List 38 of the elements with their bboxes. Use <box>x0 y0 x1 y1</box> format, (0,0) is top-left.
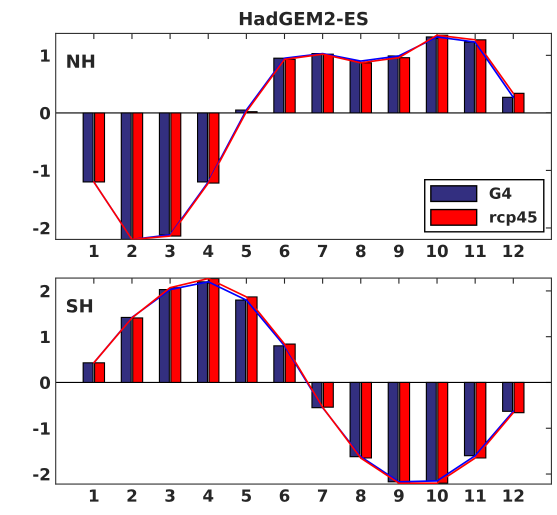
y-tick-label: -1 <box>33 164 50 177</box>
annotation: SH <box>66 299 92 313</box>
x-tick-label: 3 <box>165 489 175 502</box>
x-tick-label: 2 <box>127 489 136 502</box>
x-tick-label: 9 <box>394 489 404 502</box>
x-tick-label: 11 <box>465 489 486 502</box>
chart-title: HadGEM2-ES <box>240 11 368 26</box>
annotation: NH <box>67 54 94 68</box>
x-tick-label: 2 <box>127 244 136 257</box>
x-tick-label: 12 <box>504 244 524 257</box>
x-tick-label: 7 <box>318 244 328 257</box>
x-tick-label: 8 <box>356 244 366 258</box>
x-tick-label: 10 <box>427 244 448 258</box>
x-tick-label: 9 <box>394 244 404 258</box>
x-tick-label: 8 <box>356 489 366 502</box>
x-tick-label: 1 <box>90 244 98 257</box>
x-tick-label: 10 <box>427 489 448 502</box>
x-tick-label: 11 <box>465 244 486 257</box>
x-tick-label: 12 <box>504 489 524 502</box>
x-tick-label: 6 <box>280 489 290 502</box>
y-tick-label: 0 <box>40 106 50 120</box>
x-tick-label: 3 <box>165 244 175 258</box>
y-tick-label: -2 <box>33 468 50 480</box>
y-tick-label: -2 <box>33 222 50 234</box>
x-tick-label: 6 <box>280 244 290 258</box>
y-tick-label: -1 <box>33 422 50 435</box>
y-tick-label: 1 <box>41 50 50 62</box>
y-tick-label: 0 <box>40 376 50 390</box>
x-tick-label: 5 <box>242 244 251 258</box>
legend-label: rcp45 <box>490 211 537 226</box>
y-tick-label: 2 <box>40 284 50 298</box>
x-tick-label: 7 <box>318 489 328 502</box>
y-tick-label: 1 <box>41 330 50 344</box>
x-tick-label: 1 <box>90 489 98 502</box>
x-tick-label: 5 <box>242 489 251 502</box>
legend-label: G4 <box>490 187 512 199</box>
x-tick-label: 4 <box>203 244 214 257</box>
x-tick-label: 4 <box>203 489 214 502</box>
